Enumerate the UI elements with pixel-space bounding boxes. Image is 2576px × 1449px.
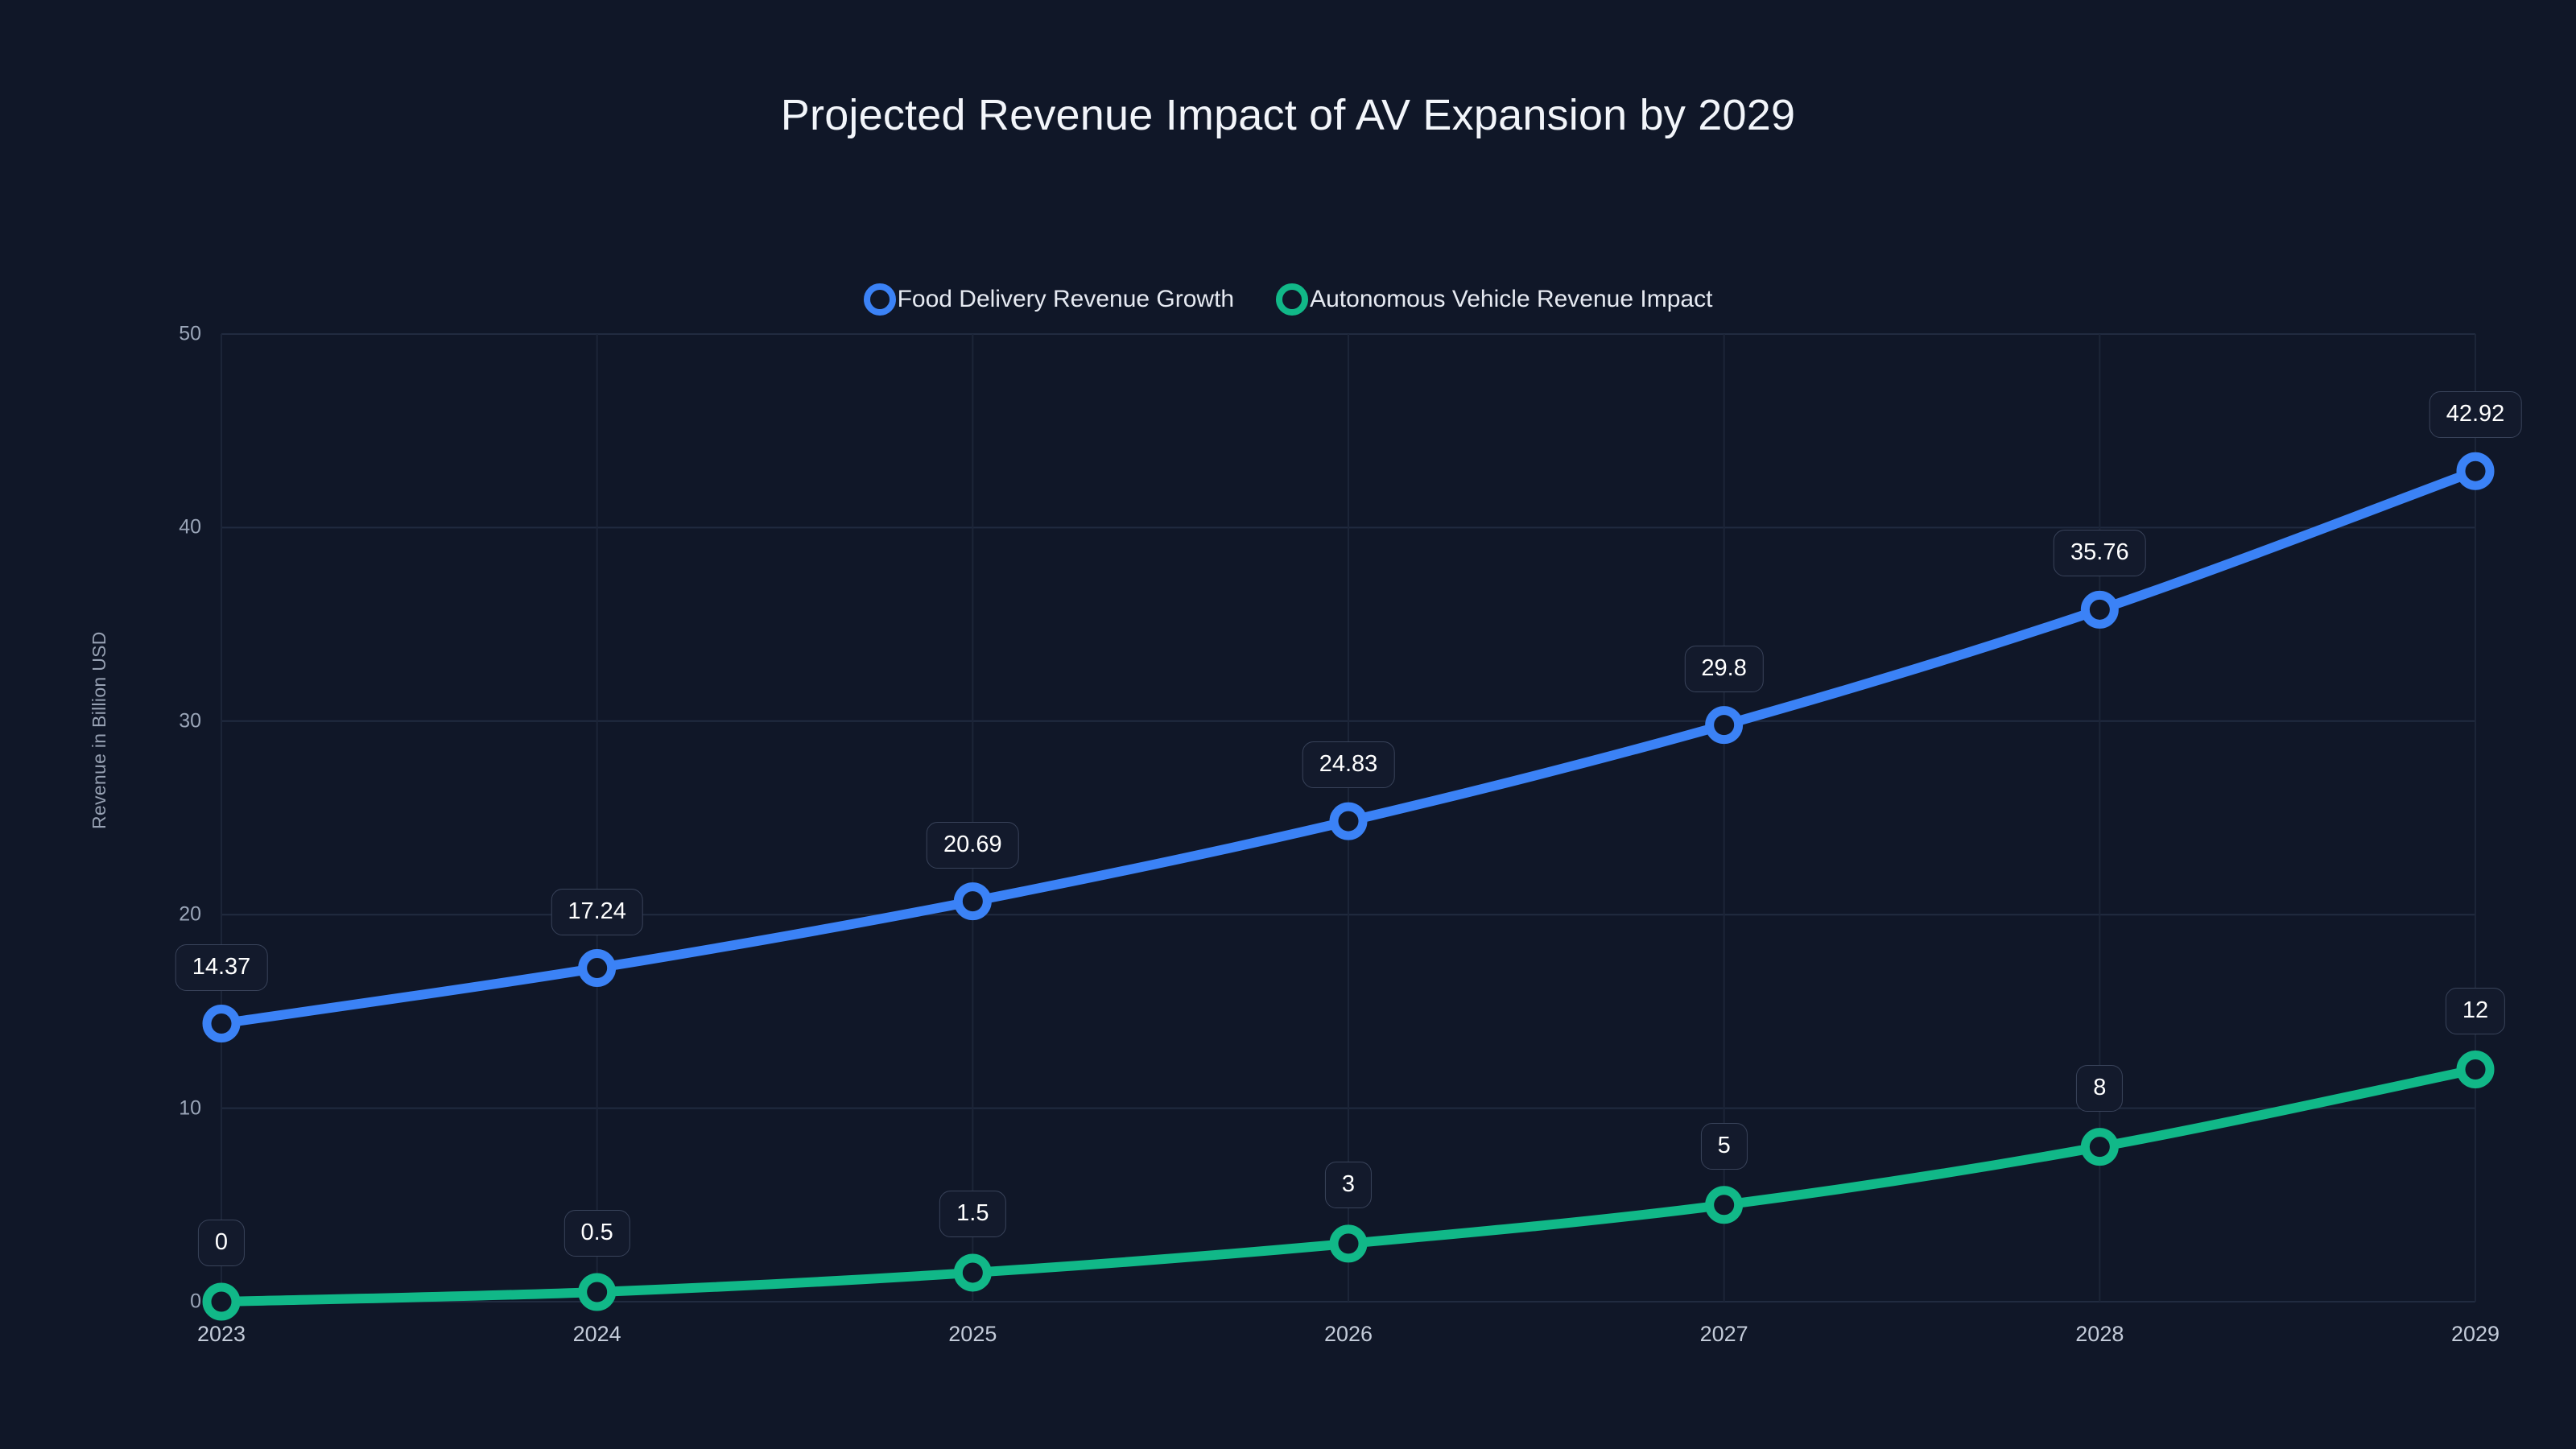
data-point-label: 24.83 <box>1302 741 1395 789</box>
y-axis-tick-label: 40 <box>179 515 201 539</box>
data-point-marker[interactable] <box>2080 1128 2119 1166</box>
x-axis-tick-label: 2029 <box>2450 1322 2500 1346</box>
y-axis-tick-label: 50 <box>179 322 201 345</box>
legend-item-autonomous-vehicle[interactable]: Autonomous Vehicle Revenue Impact <box>1276 283 1712 316</box>
data-point-label: 42.92 <box>2429 391 2522 439</box>
y-axis-tick-label: 10 <box>179 1096 201 1120</box>
data-point-marker[interactable] <box>953 1253 992 1292</box>
data-point-marker[interactable] <box>202 1282 241 1321</box>
data-point-label: 20.69 <box>927 821 1019 869</box>
x-axis-tick-label: 2027 <box>1699 1322 1748 1346</box>
x-axis-tick-label: 2024 <box>572 1322 621 1346</box>
data-point-label: 29.8 <box>1684 645 1764 692</box>
legend-item-food-delivery[interactable]: Food Delivery Revenue Growth <box>863 283 1235 316</box>
data-point-marker[interactable] <box>1329 1224 1368 1263</box>
data-point-marker[interactable] <box>2080 590 2119 629</box>
data-point-label: 0.5 <box>564 1209 630 1257</box>
data-point-label: 0 <box>197 1220 246 1266</box>
data-point-marker[interactable] <box>1705 1186 1744 1224</box>
data-point-label: 12 <box>2445 987 2506 1034</box>
data-point-marker[interactable] <box>2456 1051 2495 1089</box>
x-axis-tick-label: 2026 <box>1323 1322 1373 1346</box>
data-point-marker[interactable] <box>953 882 992 921</box>
legend-item-label: Food Delivery Revenue Growth <box>897 286 1235 312</box>
data-point-marker[interactable] <box>202 1005 241 1043</box>
data-point-label: 35.76 <box>2054 530 2146 577</box>
series-layer <box>202 452 2495 1321</box>
data-point-marker[interactable] <box>2456 452 2495 490</box>
y-axis-tick-label: 20 <box>179 902 201 926</box>
data-point-label: 14.37 <box>175 943 268 991</box>
data-point-marker[interactable] <box>1329 802 1368 840</box>
data-point-marker[interactable] <box>578 1273 617 1311</box>
data-point-label: 3 <box>1324 1161 1373 1208</box>
y-axis-tick-label: 0 <box>190 1290 201 1313</box>
chart-title: Projected Revenue Impact of AV Expansion… <box>780 91 1796 139</box>
ring-icon <box>863 283 896 316</box>
data-point-label: 5 <box>1700 1122 1748 1170</box>
ring-icon <box>1276 283 1309 316</box>
x-axis-tick-label: 2023 <box>196 1322 246 1346</box>
legend-item-label: Autonomous Vehicle Revenue Impact <box>1310 286 1713 312</box>
x-axis-tick-label: 2028 <box>2075 1322 2124 1346</box>
x-axis-tick-label: 2025 <box>948 1322 997 1346</box>
data-point-label: 1.5 <box>939 1190 1006 1237</box>
data-point-marker[interactable] <box>1705 706 1744 745</box>
data-point-label: 17.24 <box>551 888 643 935</box>
data-point-label: 8 <box>2076 1064 2124 1112</box>
y-axis-tick-label: 30 <box>179 709 201 733</box>
chart-legend: Food Delivery Revenue Growth Autonomous … <box>0 283 2576 316</box>
data-point-marker[interactable] <box>578 949 617 988</box>
